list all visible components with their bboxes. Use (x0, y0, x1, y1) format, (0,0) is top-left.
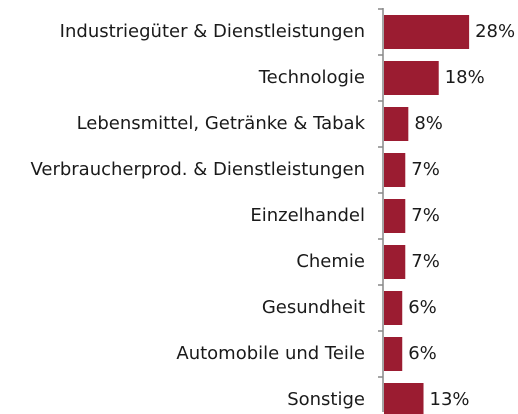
value-label: 6% (408, 297, 437, 318)
category-label: Sonstige (287, 389, 365, 410)
value-label: 7% (411, 205, 440, 226)
value-label: 7% (411, 159, 440, 180)
bar (384, 199, 406, 233)
value-label: 8% (414, 113, 443, 134)
bar (384, 107, 409, 141)
category-label: Automobile und Teile (176, 343, 365, 364)
bar (384, 153, 406, 187)
bar (384, 383, 424, 414)
category-label: Verbraucherprod. & Dienstleistungen (30, 159, 365, 180)
value-label: 18% (445, 67, 485, 88)
bar (384, 337, 403, 371)
bar (384, 15, 470, 49)
value-label: 13% (430, 389, 470, 410)
category-label: Gesundheit (262, 297, 365, 318)
category-label: Technologie (258, 67, 365, 88)
value-label: 6% (408, 343, 437, 364)
bar (384, 61, 439, 95)
category-label: Einzelhandel (250, 205, 365, 226)
value-label: 7% (411, 251, 440, 272)
category-label: Industriegüter & Dienstleistungen (60, 21, 365, 42)
bar (384, 245, 406, 279)
category-label: Chemie (296, 251, 365, 272)
category-label: Lebensmittel, Getränke & Tabak (77, 113, 366, 134)
value-label: 28% (475, 21, 515, 42)
bar (384, 291, 403, 325)
